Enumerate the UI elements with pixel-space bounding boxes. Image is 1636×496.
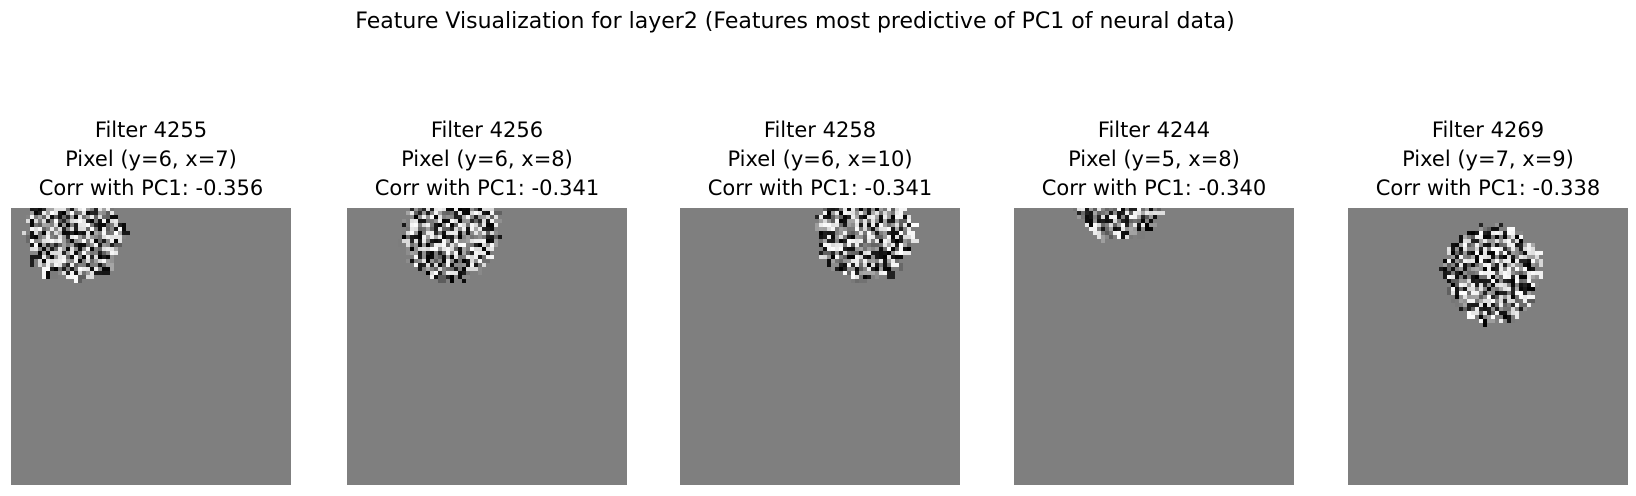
panel-filter-4258: Filter 4258 Pixel (y=6, x=10) Corr with … [680, 0, 960, 496]
feature-visualization-image [1348, 208, 1628, 485]
feature-visualization-image [1014, 208, 1294, 485]
feature-visualization-image [680, 208, 960, 485]
feature-blob [815, 208, 919, 283]
panel-title: Filter 4269 Pixel (y=7, x=9) Corr with P… [1308, 116, 1636, 203]
pixel-label: Pixel (y=7, x=9) [1402, 147, 1574, 171]
corr-label: Corr with PC1: -0.356 [38, 176, 264, 200]
feature-blob [398, 208, 502, 283]
filter-label: Filter 4269 [1431, 118, 1545, 142]
feature-visualization-image [1348, 208, 1628, 485]
filter-label: Filter 4244 [1097, 118, 1211, 142]
feature-visualization-image [347, 208, 627, 485]
panel-filter-4256: Filter 4256 Pixel (y=6, x=8) Corr with P… [347, 0, 627, 496]
feature-visualization-image [347, 208, 627, 485]
corr-label: Corr with PC1: -0.341 [707, 176, 933, 200]
panel-filter-4269: Filter 4269 Pixel (y=7, x=9) Corr with P… [1348, 0, 1628, 496]
feature-blob [1439, 223, 1543, 327]
panel-title: Filter 4256 Pixel (y=6, x=8) Corr with P… [307, 116, 667, 203]
figure-title: Feature Visualization for layer2 (Featur… [355, 9, 1235, 34]
panel-filter-4255: Filter 4255 Pixel (y=6, x=7) Corr with P… [11, 0, 291, 496]
feature-blob [1073, 208, 1165, 243]
filter-label: Filter 4255 [94, 118, 208, 142]
filter-label: Filter 4258 [763, 118, 877, 142]
corr-label: Corr with PC1: -0.341 [374, 176, 600, 200]
panel-title: Filter 4244 Pixel (y=5, x=8) Corr with P… [974, 116, 1334, 203]
pixel-label: Pixel (y=6, x=7) [65, 147, 237, 171]
corr-label: Corr with PC1: -0.338 [1375, 176, 1601, 200]
feature-blob [22, 208, 130, 283]
panel-filter-4244: Filter 4244 Pixel (y=5, x=8) Corr with P… [1014, 0, 1294, 496]
pixel-label: Pixel (y=5, x=8) [1068, 147, 1240, 171]
panel-title: Filter 4258 Pixel (y=6, x=10) Corr with … [640, 116, 1000, 203]
corr-label: Corr with PC1: -0.340 [1041, 176, 1267, 200]
feature-visualization-image [11, 208, 291, 485]
image-background [680, 208, 960, 485]
filter-label: Filter 4256 [430, 118, 544, 142]
pixel-label: Pixel (y=6, x=10) [727, 147, 913, 171]
feature-visualization-image [11, 208, 291, 485]
panel-title: Filter 4255 Pixel (y=6, x=7) Corr with P… [0, 116, 331, 203]
pixel-label: Pixel (y=6, x=8) [401, 147, 573, 171]
feature-visualization-image [680, 208, 960, 485]
feature-visualization-image [1014, 208, 1294, 485]
image-background [1014, 208, 1294, 485]
